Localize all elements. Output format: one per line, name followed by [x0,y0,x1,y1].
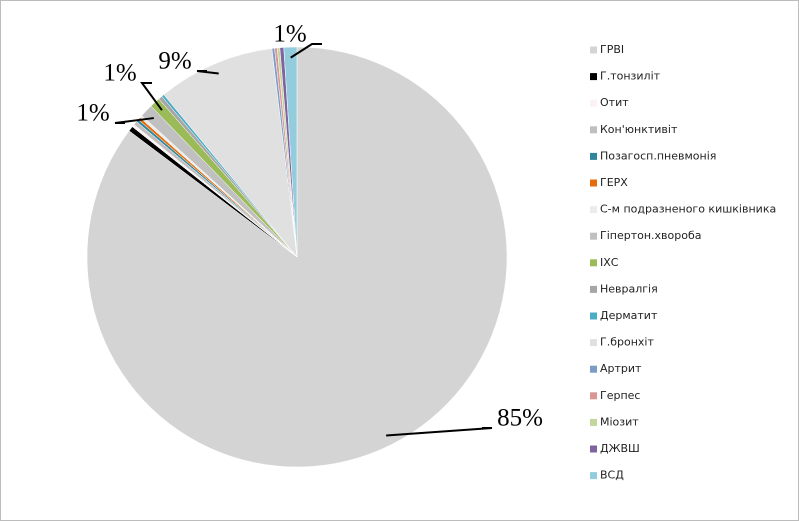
legend-label: ІХС [600,256,619,269]
legend-label: ВСД [600,469,624,482]
legend-label: Дерматит [600,309,658,322]
pie-slice [283,46,298,258]
legend-swatch [590,365,597,373]
legend-swatch [590,46,597,54]
value-label: 85% [497,405,543,432]
value-label: 1% [273,21,306,48]
legend-label: Гіпертон.хвороба [600,229,702,242]
legend-label: Міозит [600,415,639,428]
legend-label: Позагосп.пневмонія [600,149,716,162]
legend-label: Невралгія [600,282,658,295]
leader-line [196,70,219,75]
legend-swatch [590,73,597,81]
leader-line [290,43,322,59]
legend-swatch [590,259,597,267]
legend-swatch [590,312,597,320]
legend-label: Кон'юнктивіт [600,123,678,136]
value-label: 1% [103,60,136,87]
legend-swatch [590,392,597,400]
leader-line [140,82,163,111]
legend-label: Герпес [600,389,640,402]
leader-line [114,117,154,124]
legend-swatch [590,418,597,426]
legend-swatch [590,232,597,240]
legend-swatch [590,339,597,347]
legend-label: ГРВІ [600,43,624,56]
value-label: 1% [76,100,109,127]
legend-label: Г.тонзиліт [600,70,661,83]
legend-swatch [590,206,597,214]
leader-line [386,427,493,437]
legend-label: С-м подразненого кишківника [600,203,776,216]
legend-label: Отит [600,96,629,109]
legend-label: Г.бронхіт [600,336,654,349]
legend-swatch [590,179,597,187]
legend-swatch [590,285,597,293]
legend-swatch [590,99,597,107]
value-label: 9% [158,48,191,75]
legend-swatch [590,472,597,480]
legend-swatch [590,126,597,134]
pie-slice [163,48,298,258]
legend-swatch [590,152,597,160]
legend-label: ГЕРХ [600,176,628,189]
legend-label: ДЖВШ [600,442,640,455]
legend-swatch [590,445,597,453]
legend-label: Артрит [600,362,642,375]
